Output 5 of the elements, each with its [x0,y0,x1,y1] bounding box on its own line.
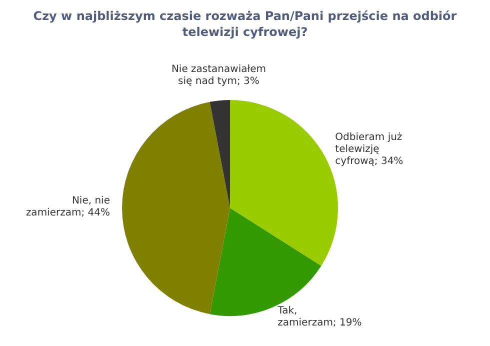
chart-title: Czy w najbliższym czasie rozważa Pan/Pani przejście na odbiór telewizji cyfrowej? [32,8,458,40]
slice-label: Nie zastanawiałem się nad tym; 3% [171,64,266,88]
slice-label: Nie, nie zamierzam; 44% [26,196,110,219]
slice-label: Odbieram już telewizję cyfrową; 34% [335,132,404,167]
slice-label: Tak, zamierzam; 19% [276,306,362,329]
